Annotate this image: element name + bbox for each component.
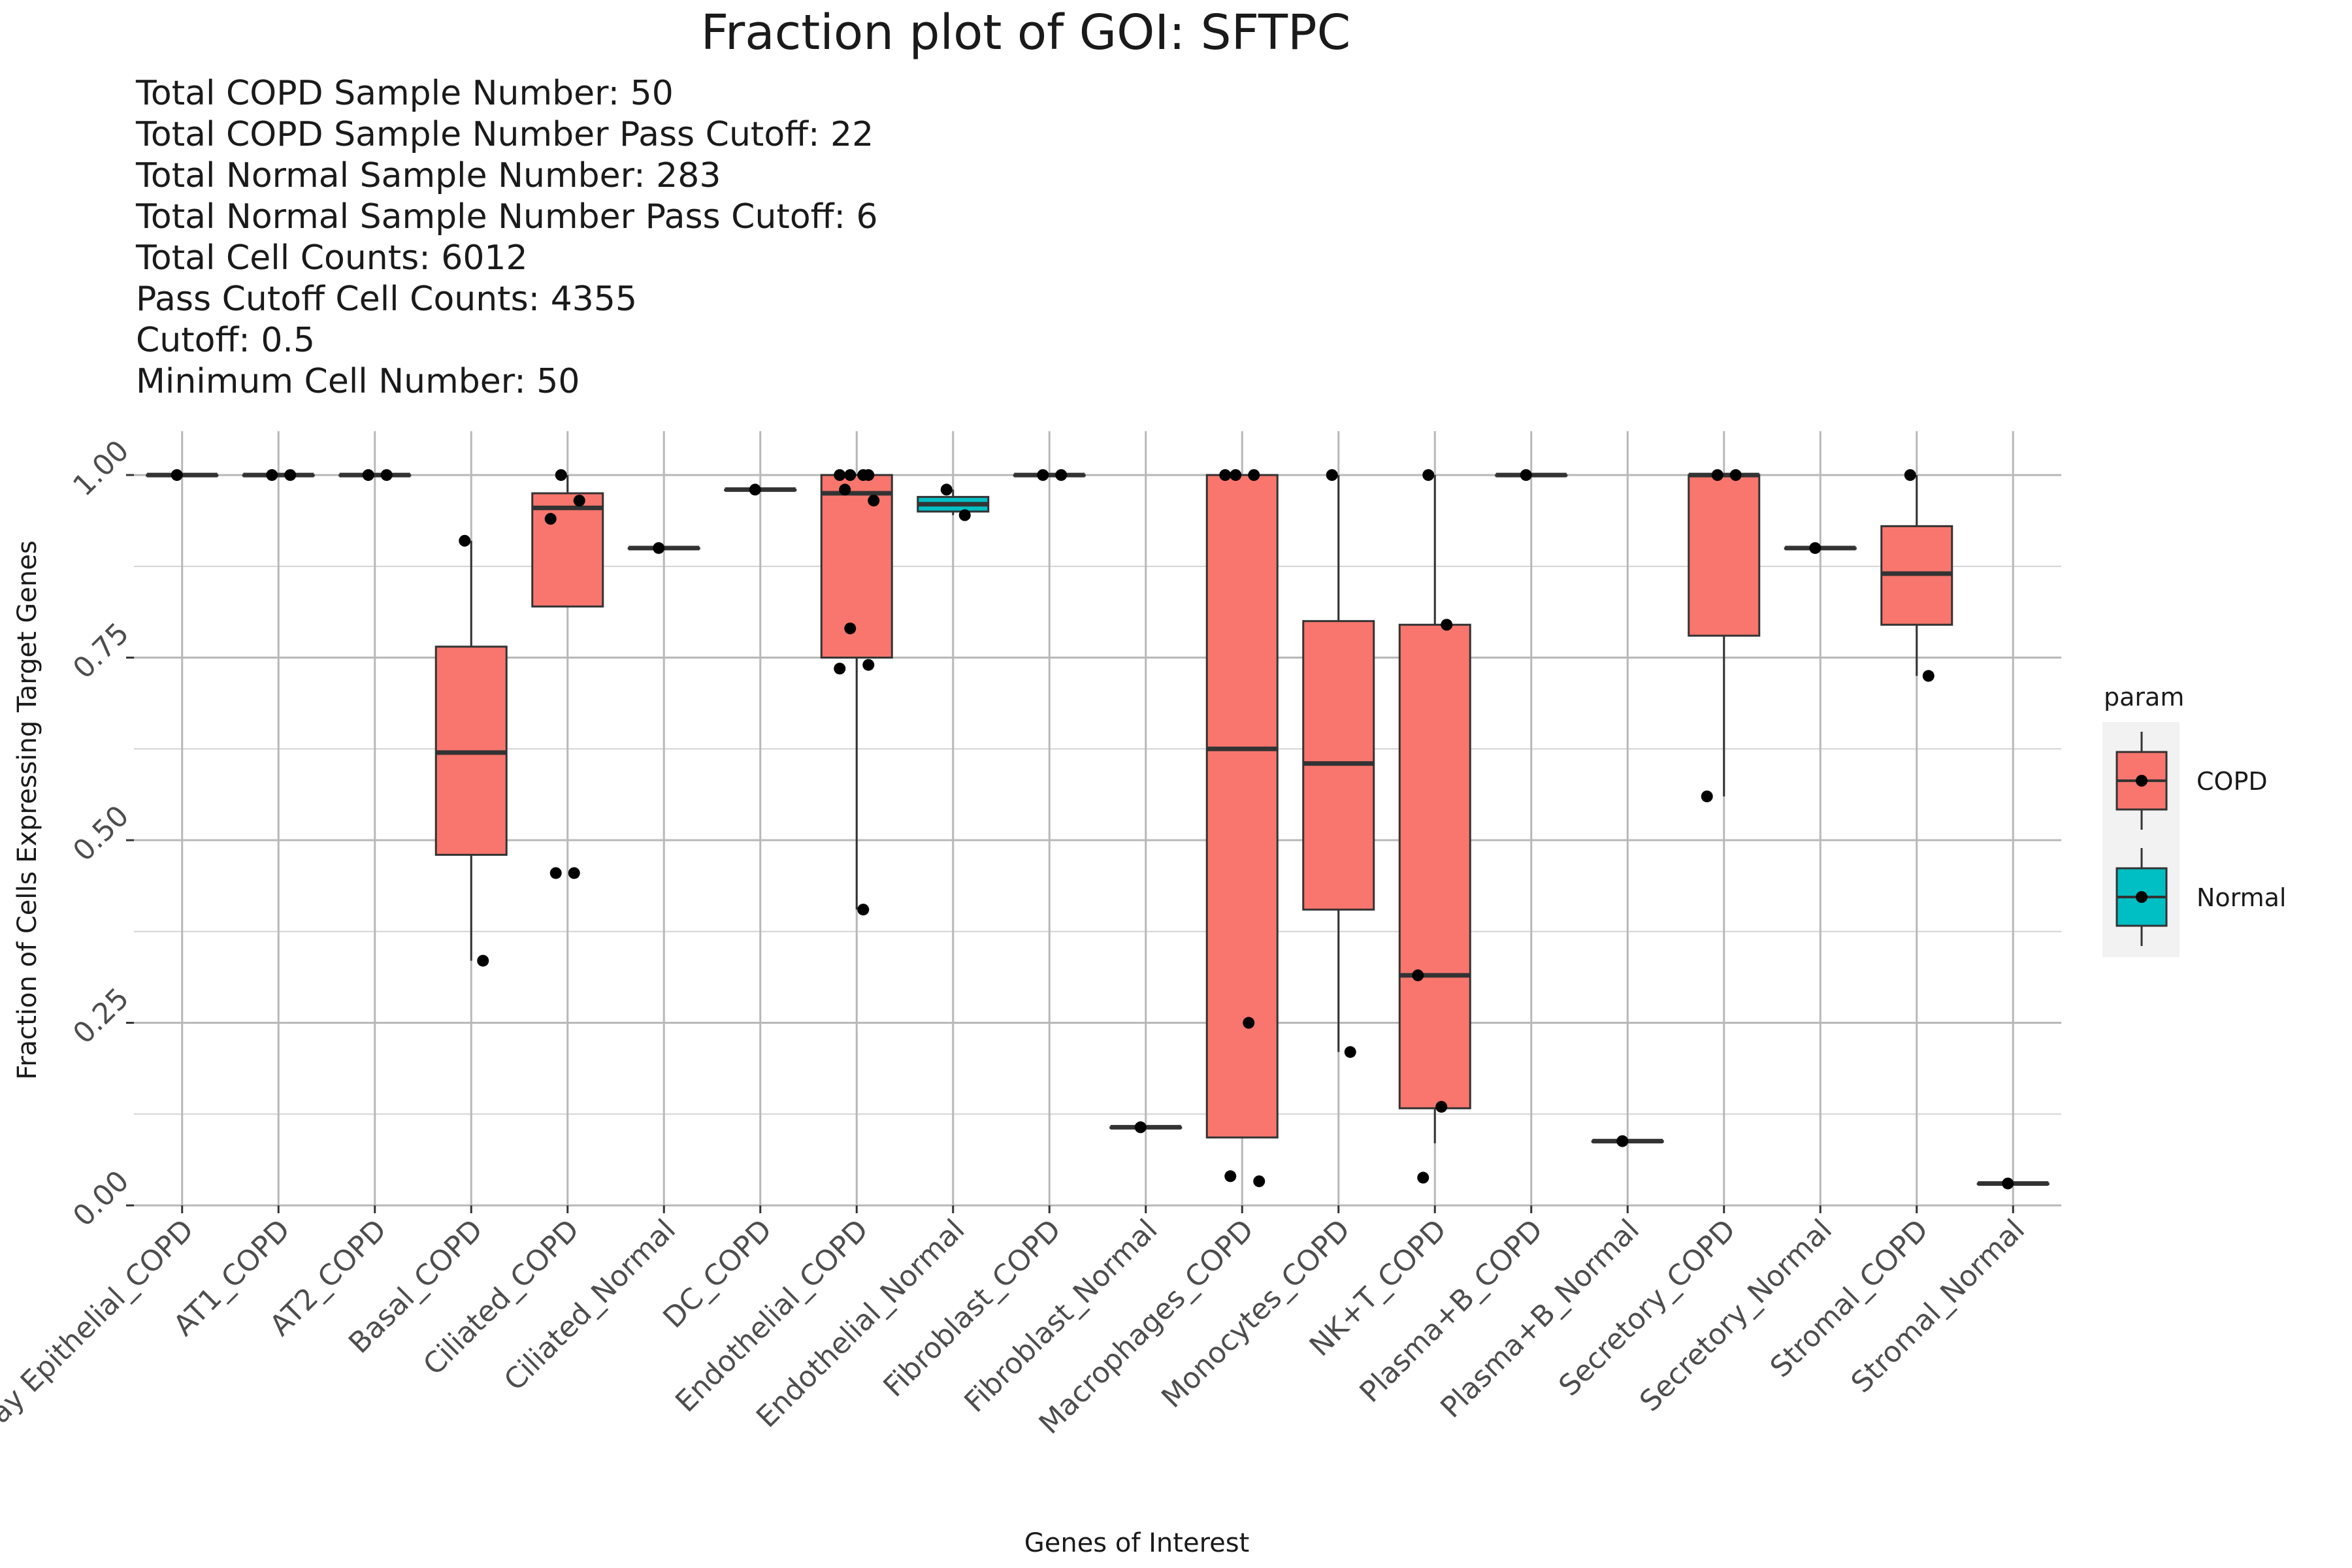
data-point: [459, 534, 471, 547]
data-point: [749, 483, 761, 496]
data-point: [549, 867, 562, 879]
data-point: [834, 662, 846, 675]
data-point: [1326, 469, 1338, 482]
data-point: [1417, 1171, 1429, 1184]
data-point: [1616, 1135, 1629, 1147]
subtitle-line: Minimum Cell Number: 50: [136, 362, 580, 401]
subtitle-line: Cutoff: 0.5: [136, 321, 315, 360]
data-point: [1055, 469, 1068, 482]
box-iqr: [1688, 474, 1761, 637]
subtitle-line: Total Normal Sample Number: 283: [135, 156, 721, 195]
data-point: [1224, 1170, 1237, 1183]
data-point: [1904, 469, 1916, 482]
data-point: [857, 469, 870, 482]
data-point: [362, 469, 374, 482]
data-point: [284, 469, 297, 482]
chart-title: Fraction plot of GOI: SFTPC: [701, 5, 1351, 61]
data-point: [1344, 1046, 1356, 1058]
data-point: [834, 469, 846, 482]
data-point: [844, 622, 857, 634]
data-point: [1134, 1121, 1147, 1134]
data-point: [1441, 619, 1453, 631]
subtitle-line: Total COPD Sample Number Pass Cutoff: 22: [135, 115, 874, 154]
data-point: [1701, 790, 1713, 802]
data-point: [555, 469, 567, 482]
data-point: [1809, 542, 1821, 554]
box-iqr: [531, 492, 604, 608]
legend-key-point: [2136, 775, 2148, 787]
data-point: [1248, 469, 1260, 482]
box-iqr: [820, 474, 893, 659]
legend-key-point: [2136, 891, 2148, 903]
data-point: [2002, 1177, 2014, 1190]
data-point: [844, 469, 857, 482]
subtitle-line: Total Normal Sample Number Pass Cutoff: …: [135, 197, 878, 237]
data-point: [380, 469, 393, 482]
data-point: [1037, 469, 1049, 482]
data-point: [568, 867, 580, 879]
data-point: [1253, 1175, 1266, 1188]
data-point: [958, 509, 971, 521]
subtitle-line: Pass Cutoff Cell Counts: 4355: [136, 280, 637, 319]
data-point: [839, 483, 851, 496]
data-point: [1219, 469, 1232, 482]
data-point: [1230, 469, 1242, 482]
data-point: [573, 495, 585, 507]
data-point: [1520, 469, 1532, 482]
data-point: [1711, 469, 1723, 482]
legend: param COPD Normal: [2102, 683, 2287, 957]
data-point: [868, 495, 880, 507]
box-layer: [146, 472, 2050, 1186]
box-iqr: [1398, 623, 1471, 1109]
legend-entry-label: Normal: [2197, 883, 2287, 912]
legend-title: param: [2104, 683, 2184, 711]
data-point: [862, 659, 875, 671]
subtitle-line: Total COPD Sample Number: 50: [135, 74, 674, 113]
data-point: [940, 483, 953, 496]
legend-entry-label: COPD: [2197, 767, 2268, 796]
data-point: [266, 469, 278, 482]
data-point: [653, 542, 665, 554]
data-point: [544, 513, 557, 525]
data-point: [1922, 670, 1935, 682]
point-layer: [171, 469, 2014, 1190]
box-iqr: [1205, 474, 1279, 1139]
data-point: [1422, 469, 1435, 482]
data-point: [1729, 469, 1742, 482]
data-point: [857, 904, 870, 916]
data-point: [1243, 1017, 1255, 1029]
x-axis-label: Genes of Interest: [1024, 1528, 1250, 1558]
data-point: [1412, 969, 1424, 981]
data-point: [171, 469, 183, 482]
data-point: [1435, 1101, 1448, 1113]
data-point: [477, 955, 489, 967]
y-axis-label: Fraction of Cells Expressing Target Gene…: [12, 540, 42, 1080]
subtitle-line: Total Cell Counts: 6012: [135, 238, 528, 278]
